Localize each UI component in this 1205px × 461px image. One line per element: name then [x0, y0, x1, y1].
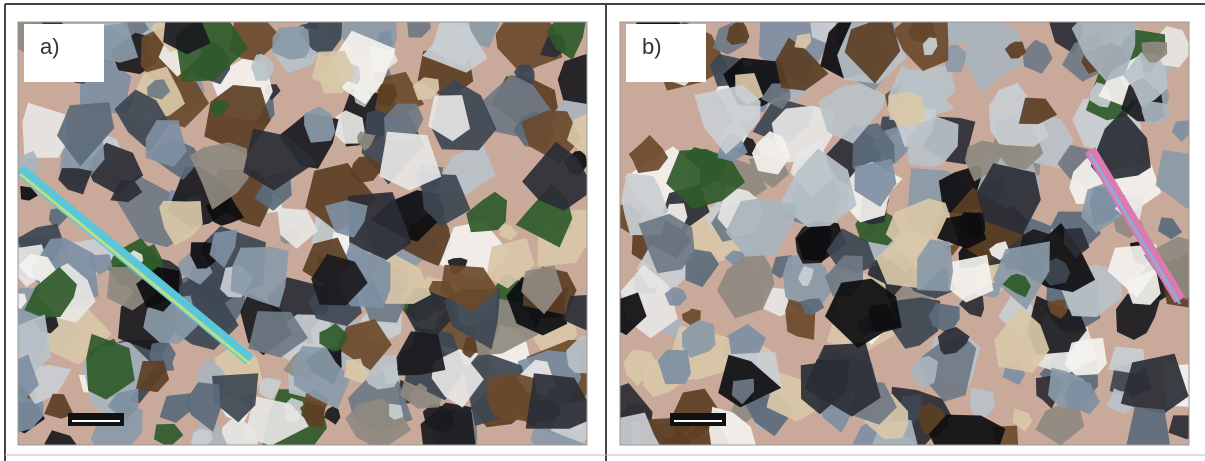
figure: a) b) — [0, 0, 1205, 461]
micrograph-a: a) — [0, 0, 613, 461]
scale-bar — [68, 413, 124, 426]
micrograph-b: b) — [588, 0, 1205, 461]
label-box — [626, 24, 706, 82]
scale-bar — [670, 413, 726, 426]
panel-label: b) — [642, 34, 662, 59]
label-box — [24, 24, 104, 82]
panel-label: a) — [40, 34, 60, 59]
